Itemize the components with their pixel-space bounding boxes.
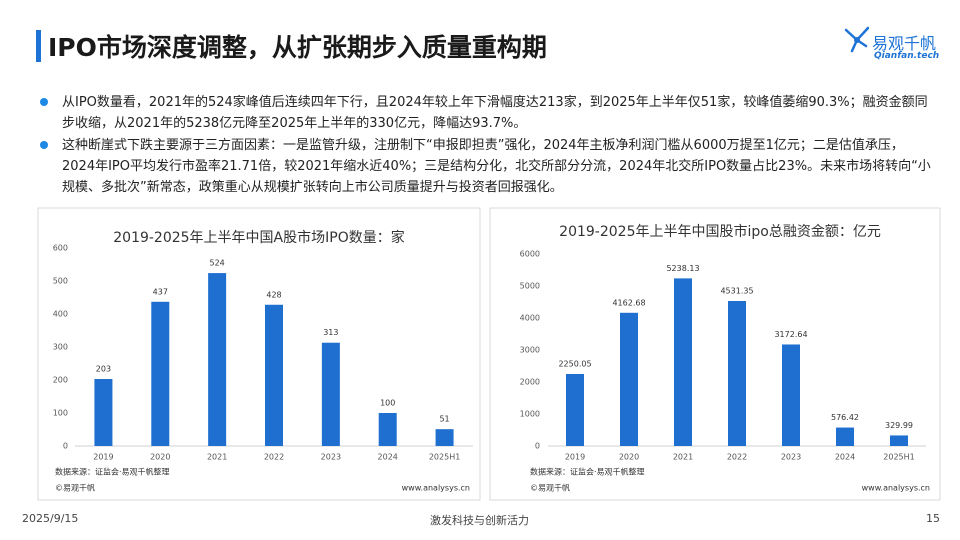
data-label: 5238.13 [666, 264, 699, 273]
title-bar [36, 30, 41, 62]
bar [94, 379, 113, 446]
bar [566, 373, 584, 446]
data-label: 428 [266, 290, 281, 299]
data-label: 51 [439, 415, 449, 424]
x-tick-label: 2019 [565, 453, 585, 462]
x-tick-label: 2023 [321, 453, 341, 462]
copyright: ©易观千帆 [55, 483, 95, 493]
bar [728, 300, 746, 446]
chart-panel [37, 207, 481, 501]
bar [674, 278, 692, 446]
data-label: 203 [96, 365, 111, 374]
y-tick-label: 4000 [520, 314, 540, 323]
data-label: 2250.05 [558, 359, 591, 368]
bullet-list: 从IPO数量看，2021年的524家峰值后连续四年下行，且2024年较上年下滑幅… [38, 92, 933, 199]
data-label: 437 [153, 287, 168, 296]
chart-panel [489, 207, 941, 501]
website: www.analysys.cn [862, 484, 930, 493]
bar [435, 429, 454, 446]
bar [265, 304, 283, 446]
x-tick-label: 2022 [727, 453, 747, 462]
x-tick-label: 2022 [264, 453, 284, 462]
y-tick-label: 200 [53, 376, 68, 385]
y-tick-label: 600 [53, 244, 68, 253]
bar [321, 342, 340, 446]
footer-page: 15 [926, 512, 940, 525]
bar [151, 301, 170, 446]
data-label: 576.42 [831, 413, 859, 422]
x-tick-label: 2025H1 [429, 453, 460, 462]
y-tick-label: 5000 [520, 282, 540, 291]
slide-title: IPO市场深度调整，从扩张期步入质量重构期 [48, 33, 547, 62]
y-tick-label: 6000 [520, 250, 540, 259]
data-label: 329.99 [885, 421, 913, 430]
website: www.analysys.cn [402, 484, 470, 493]
y-tick-label: 3000 [520, 346, 540, 355]
bullet: 这种断崖式下跌主要源于三方面因素：一是监管升级，注册制下“申报即担责”强化，20… [38, 135, 933, 198]
y-tick-label: 1000 [520, 410, 540, 419]
x-tick-label: 2021 [673, 453, 693, 462]
chart-title: 2019-2025年上半年中国A股市场IPO数量：家 [113, 229, 404, 246]
bar [208, 273, 227, 446]
footer-slogan: 激发科技与创新活力 [430, 514, 529, 527]
x-tick-label: 2024 [835, 453, 855, 462]
x-tick-label: 2020 [619, 453, 639, 462]
source-note: 数据来源：证监会·易观千帆整理 [55, 467, 170, 477]
bar [620, 312, 638, 446]
data-label: 100 [380, 399, 395, 408]
y-tick-label: 2000 [520, 378, 540, 387]
y-tick-label: 0 [63, 442, 68, 451]
x-tick-label: 2021 [207, 453, 227, 462]
logo-icon [844, 26, 870, 53]
y-tick-label: 100 [53, 409, 68, 418]
y-tick-label: 300 [53, 343, 68, 352]
y-tick-label: 500 [53, 277, 68, 286]
data-label: 313 [323, 328, 338, 337]
bullet: 从IPO数量看，2021年的524家峰值后连续四年下行，且2024年较上年下滑幅… [38, 92, 933, 134]
bar [890, 435, 908, 446]
source-note: 数据来源：证监会·易观千帆整理 [530, 467, 645, 477]
bar [378, 413, 397, 446]
footer-date: 2025/9/15 [22, 512, 79, 525]
x-tick-label: 2019 [93, 453, 113, 462]
chart-title: 2019-2025年上半年中国股市ipo总融资金额：亿元 [559, 223, 881, 240]
y-tick-label: 400 [53, 310, 68, 319]
x-tick-label: 2024 [378, 453, 398, 462]
x-tick-label: 2023 [781, 453, 801, 462]
data-label: 3172.64 [774, 330, 807, 339]
copyright: ©易观千帆 [530, 483, 570, 493]
bar [782, 344, 800, 446]
data-label: 4162.68 [612, 298, 645, 307]
data-label: 4531.35 [720, 286, 753, 295]
logo-name: 易观千帆 [872, 34, 937, 53]
logo-sub: Qianfan.tech [874, 51, 940, 61]
y-tick-label: 0 [535, 442, 540, 451]
bar [836, 427, 854, 446]
x-tick-label: 2020 [150, 453, 170, 462]
data-label: 524 [210, 259, 225, 268]
x-tick-label: 2025H1 [883, 453, 914, 462]
